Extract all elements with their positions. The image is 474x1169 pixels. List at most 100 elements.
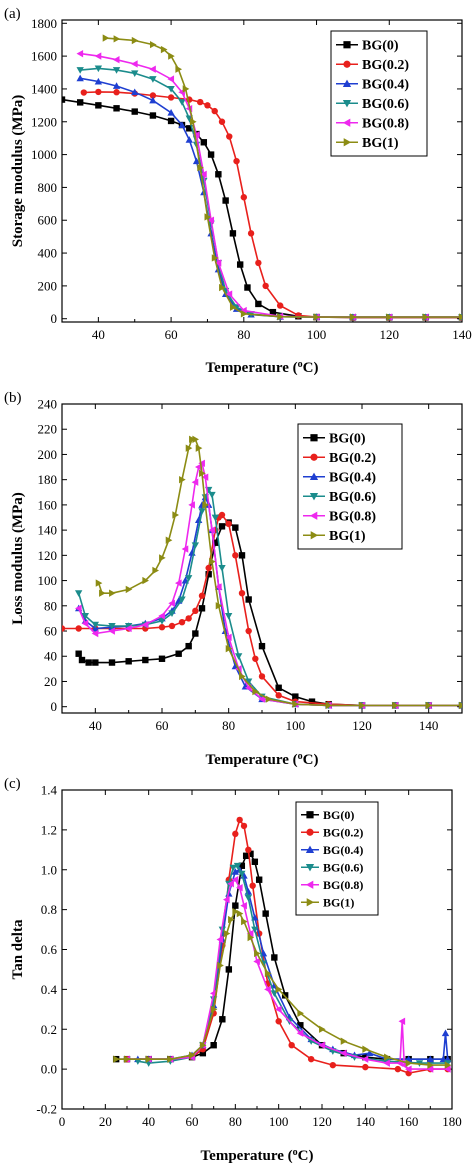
legend-swatch-marker <box>306 828 314 836</box>
data-point <box>160 45 168 54</box>
data-point <box>265 695 273 703</box>
series-BG(0.4) <box>74 493 462 709</box>
data-point <box>329 1061 337 1069</box>
y-tick-label: 100 <box>38 573 58 588</box>
data-point <box>76 49 84 58</box>
data-point <box>205 571 212 578</box>
data-point <box>85 659 92 666</box>
series-line <box>97 438 462 707</box>
data-point <box>109 589 116 597</box>
x-tick-label: 60 <box>165 327 178 342</box>
panel-label: (b) <box>4 390 22 406</box>
x-axis-title: Temperature (oC) <box>206 359 319 377</box>
data-point <box>308 698 316 705</box>
legend-swatch-marker <box>309 492 319 501</box>
x-tick-label: 160 <box>399 1114 419 1129</box>
data-point <box>167 85 175 93</box>
data-point <box>62 96 66 103</box>
data-point <box>222 895 230 904</box>
legend-swatch-marker <box>309 511 318 520</box>
legend-label: BG(0.8) <box>362 117 409 132</box>
data-point <box>168 599 175 607</box>
data-point <box>232 304 241 311</box>
data-point <box>212 539 219 546</box>
data-point <box>95 579 103 587</box>
data-point <box>384 1053 391 1061</box>
y-tick-label: 600 <box>38 213 58 228</box>
data-point <box>102 34 110 42</box>
data-point <box>199 1041 207 1049</box>
x-axis-title: Temperature (oC) <box>201 1147 314 1165</box>
series-BG(0.2) <box>62 511 462 709</box>
legend-label: BG(0.4) <box>362 78 409 93</box>
data-point <box>251 926 259 934</box>
data-point <box>218 511 226 519</box>
data-point <box>441 1029 450 1037</box>
data-point <box>225 290 233 298</box>
legend-box <box>330 30 428 157</box>
data-point <box>202 501 210 509</box>
data-point <box>182 85 190 93</box>
data-point <box>149 92 157 99</box>
legend-swatch-marker <box>309 472 319 481</box>
data-point <box>288 1042 295 1049</box>
data-point <box>185 615 192 622</box>
data-point <box>427 1061 435 1069</box>
data-point <box>192 435 200 443</box>
series-line <box>77 521 462 707</box>
data-area <box>62 34 462 321</box>
data-point <box>209 557 216 566</box>
legend-swatch-marker <box>342 99 352 108</box>
y-tick-label: 0.6 <box>41 942 58 957</box>
data-point <box>99 589 106 597</box>
x-axis-title-unit: C) <box>303 752 319 768</box>
data-point <box>198 592 206 599</box>
data-point <box>307 1055 315 1063</box>
legend-label: BG(0) <box>329 432 366 447</box>
data-point <box>404 1065 412 1073</box>
data-point <box>208 491 216 499</box>
data-point <box>292 693 299 700</box>
y-tick-label: 400 <box>38 246 58 261</box>
data-point <box>245 846 252 854</box>
data-point <box>131 36 139 45</box>
y-axis-title: Loss modulus (MPa) <box>10 492 26 625</box>
data-point <box>175 65 183 73</box>
data-point <box>262 910 269 917</box>
data-point <box>108 627 115 635</box>
data-point <box>131 108 138 115</box>
x-tick-label: 60 <box>156 718 169 733</box>
series-line <box>127 818 448 1074</box>
x-axis-title-degree: o <box>298 359 303 370</box>
data-point <box>252 655 259 662</box>
data-point <box>199 469 206 478</box>
data-point <box>112 82 121 89</box>
x-axis-title-degree: o <box>298 751 303 762</box>
data-point <box>233 157 240 165</box>
series-BG(0.8) <box>74 459 462 710</box>
x-tick-label: 140 <box>356 1114 376 1129</box>
legend-label: BG(1) <box>362 136 399 151</box>
legend-swatch-marker <box>305 845 315 854</box>
legend-label: BG(0.6) <box>329 490 376 505</box>
data-point <box>264 969 272 978</box>
data-point <box>200 139 208 146</box>
y-tick-label: 180 <box>38 472 58 487</box>
data-point <box>228 915 235 924</box>
data-point <box>211 514 220 522</box>
data-point <box>231 868 240 875</box>
data-point <box>167 1055 175 1063</box>
data-point <box>194 463 202 471</box>
legend: BG(0) BG(0.2) BG(0.4) BG(0.6) BG(0.8) BG(1) <box>295 801 379 916</box>
data-point <box>245 627 252 635</box>
panel-a-storage-modulus: (a)40 60 80 100 120 1400200400600800100012001… <box>4 6 472 376</box>
data-point <box>232 902 239 909</box>
legend-label: BG(1) <box>329 529 366 544</box>
data-point <box>198 605 206 612</box>
y-tick-label: 0.4 <box>41 982 58 997</box>
data-point <box>229 230 237 237</box>
data-point <box>205 564 212 572</box>
data-point <box>92 659 99 666</box>
data-point <box>159 554 166 562</box>
legend-label: BG(0.8) <box>323 878 363 892</box>
